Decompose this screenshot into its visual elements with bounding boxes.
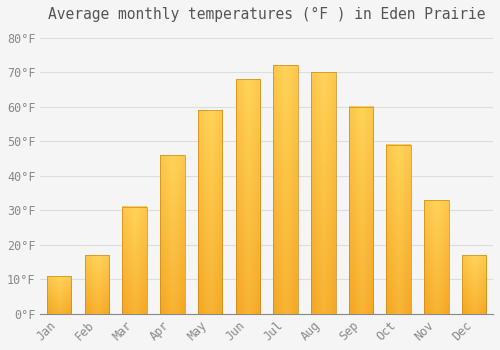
Title: Average monthly temperatures (°F ) in Eden Prairie: Average monthly temperatures (°F ) in Ed…: [48, 7, 486, 22]
Bar: [160, 155, 184, 314]
Bar: [122, 207, 147, 314]
Bar: [386, 145, 411, 314]
Bar: [424, 200, 448, 314]
Bar: [84, 255, 109, 314]
Bar: [198, 110, 222, 314]
Bar: [462, 255, 486, 314]
Bar: [47, 276, 72, 314]
Bar: [348, 107, 374, 314]
Bar: [274, 65, 298, 314]
Bar: [311, 72, 336, 314]
Bar: [236, 79, 260, 314]
